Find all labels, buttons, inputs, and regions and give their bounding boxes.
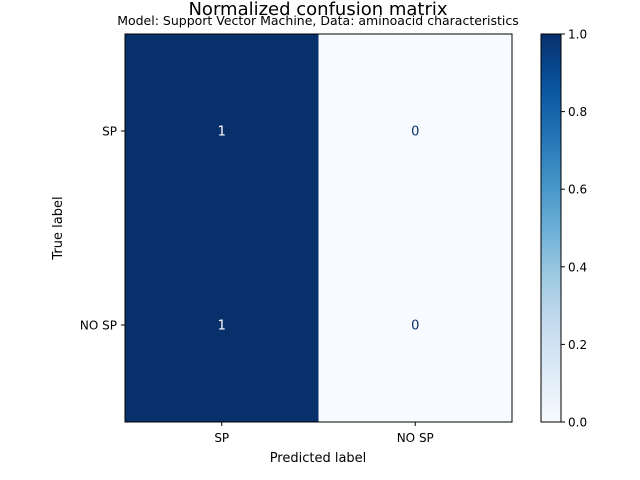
y-tick-label: NO SP (80, 319, 117, 333)
x-tick-label: NO SP (397, 431, 434, 445)
matrix-cell (125, 228, 319, 422)
y-tick-label: SP (102, 125, 117, 139)
matrix-cell-value: 0 (411, 319, 419, 334)
matrix-cell (318, 34, 512, 228)
chart-title: Normalized confusion matrix (188, 0, 447, 20)
colorbar-tick-label: 0.0 (568, 416, 587, 430)
x-axis-label: Predicted label (270, 451, 367, 466)
y-axis-label: True label (51, 196, 66, 260)
colorbar-tick-label: 0.4 (568, 260, 587, 274)
colorbar-tick-label: 0.8 (568, 105, 587, 119)
matrix-cell (318, 228, 512, 422)
y-axis-ticks: SP NO SP (80, 125, 125, 333)
matrix-cell-labels: 1 0 1 0 (218, 125, 420, 334)
chart-subtitle: Model: Support Vector Machine, Data: ami… (117, 13, 519, 28)
colorbar-tick-label: 0.6 (568, 183, 587, 197)
colorbar (540, 33, 562, 423)
colorbar-tick-label: 0.2 (568, 338, 587, 352)
matrix-cell-value: 0 (411, 125, 419, 140)
matrix-cell (125, 34, 319, 228)
x-tick-label: SP (214, 431, 229, 445)
colorbar-ticks: 0.0 0.2 0.4 0.6 0.8 1.0 (561, 28, 587, 430)
colorbar-tick-label: 1.0 (568, 28, 587, 42)
matrix-cell-value: 1 (218, 319, 226, 334)
matrix-cells (125, 34, 512, 422)
matrix-frame (124, 33, 513, 423)
matrix-cell-value: 1 (218, 125, 226, 140)
x-axis-ticks: SP NO SP (214, 422, 434, 445)
